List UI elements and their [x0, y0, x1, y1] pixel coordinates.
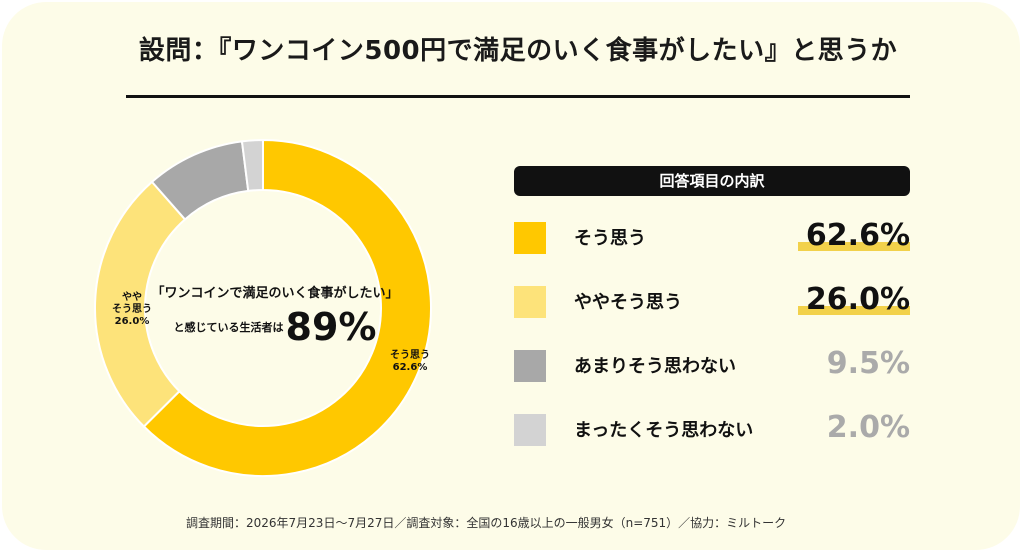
center-caption: 「ワンコインで満足のいく食事がしたい」 と感じている生活者は89%	[140, 282, 410, 349]
slice-agree	[142, 138, 432, 477]
legend-label: そう思う	[574, 228, 646, 249]
segment-label-somewhat: やや そう思う 26.0%	[112, 292, 152, 327]
legend-row-agree: そう思う 62.6%	[514, 218, 910, 256]
center-caption-prefix: と感じている生活者は	[173, 321, 284, 334]
legend-label: あまりそう思わない	[574, 356, 736, 377]
chart-title: 設問：『ワンコイン500円で満足のいく食事がしたい』と思うか	[138, 36, 898, 66]
legend-header: 回答項目の内訳	[514, 166, 910, 196]
legend-value: 62.6%	[805, 218, 910, 253]
legend-row-not-at-all: まったくそう思わない 2.0%	[514, 410, 910, 448]
legend-swatch	[514, 286, 546, 318]
center-caption-percent: 89%	[285, 305, 377, 349]
legend-highlight	[798, 242, 910, 251]
legend-swatch	[514, 222, 546, 254]
slice-not-at-all	[240, 138, 264, 193]
legend-value: 26.0%	[805, 282, 910, 317]
survey-footnote: 調査期間：2026年7月23日〜7月27日／調査対象：全国の16歳以上の一般男女…	[186, 516, 787, 530]
segment-label-agree: そう思う 62.6%	[390, 350, 430, 373]
legend-swatch	[514, 414, 546, 446]
legend-highlight	[798, 306, 910, 315]
legend-row-not-much: あまりそう思わない 9.5%	[514, 346, 910, 384]
legend-value: 9.5%	[826, 346, 910, 381]
legend-swatch	[514, 350, 546, 382]
legend-label: ややそう思う	[574, 292, 682, 313]
legend-value: 2.0%	[826, 410, 910, 445]
legend-row-somewhat: ややそう思う 26.0%	[514, 282, 910, 320]
legend-label: まったくそう思わない	[574, 420, 754, 441]
center-caption-line1: 「ワンコインで満足のいく食事がしたい」	[151, 286, 399, 301]
title-divider	[126, 95, 910, 98]
center-caption-line2: と感じている生活者は89%	[140, 305, 410, 349]
